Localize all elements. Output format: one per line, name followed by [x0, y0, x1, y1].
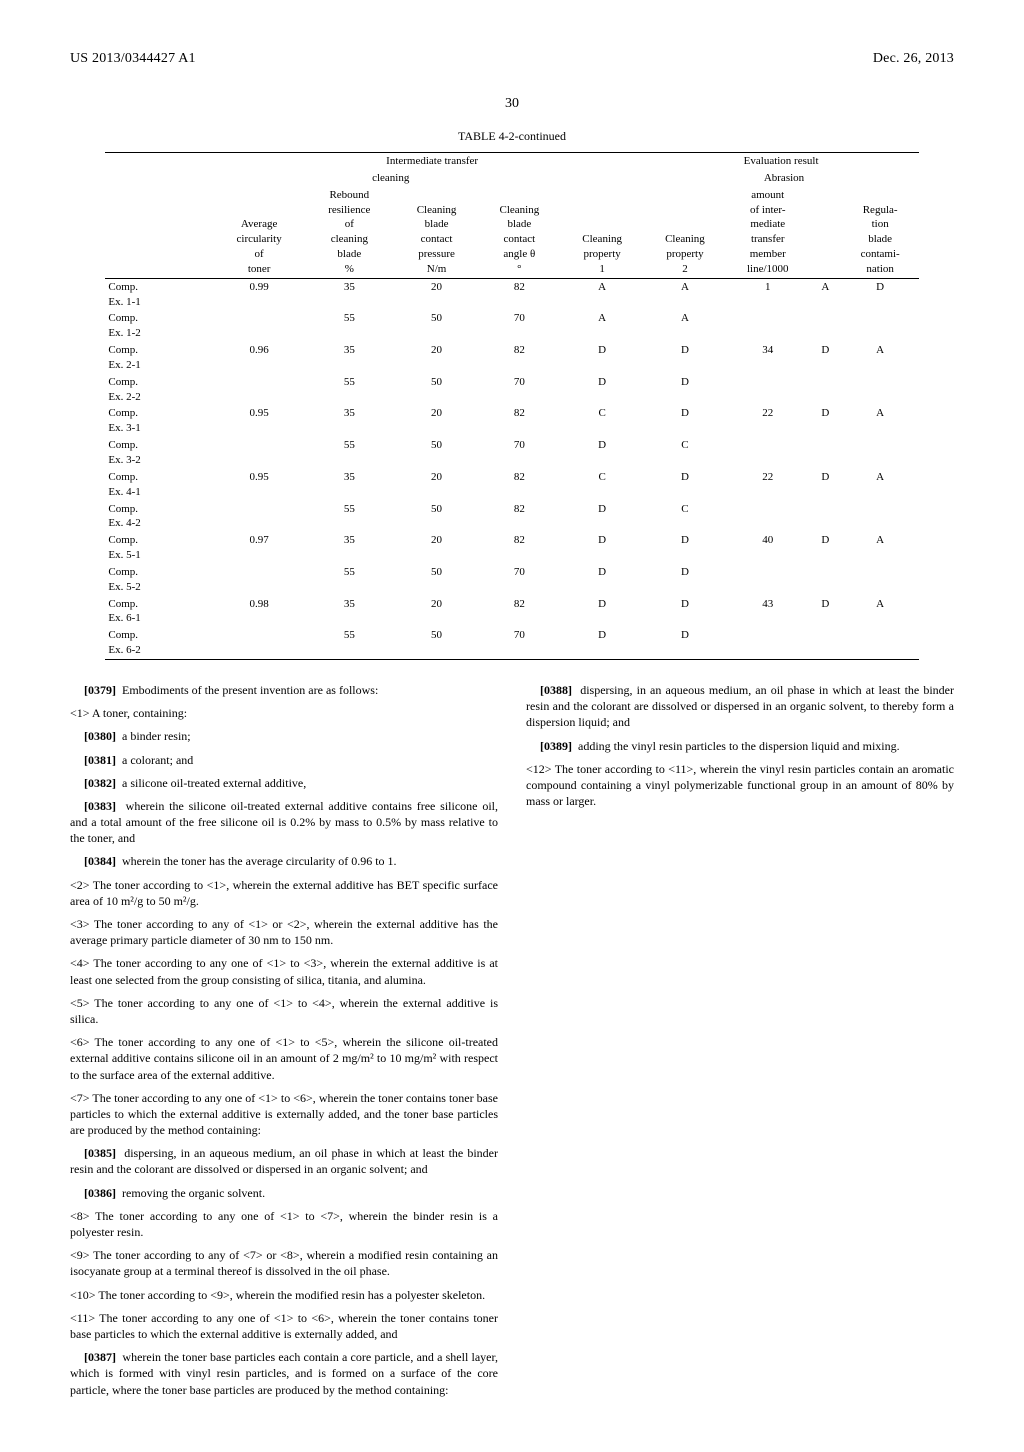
- table-row: Comp.Ex. 2-10.96352082DD34DA: [105, 342, 918, 374]
- para-0381: [0381] a colorant; and: [70, 752, 498, 768]
- claim-8: <8> The toner according to any one of <1…: [70, 1208, 498, 1240]
- hdr-intermediate: Intermediate transfer: [303, 152, 560, 169]
- col-clean2: Cleaningproperty2: [644, 187, 727, 279]
- para-0385: [0385] dispersing, in an aqueous medium,…: [70, 1145, 498, 1177]
- claim-4: <4> The toner according to any one of <1…: [70, 955, 498, 987]
- table-4-2: TABLE 4-2-continued Intermediate transfe…: [105, 128, 918, 660]
- col-pressure: CleaningbladecontactpressureN/m: [395, 187, 478, 279]
- table-row: Comp.Ex. 4-10.95352082CD22DA: [105, 469, 918, 501]
- claim-3: <3> The toner according to any of <1> or…: [70, 916, 498, 948]
- claim-7: <7> The toner according to any one of <1…: [70, 1090, 498, 1139]
- claim-11: <11> The toner according to any one of <…: [70, 1310, 498, 1342]
- para-0379: [0379] Embodiments of the present invent…: [70, 682, 498, 698]
- col-regulation: Regula-tionbladecontami-nation: [842, 187, 919, 279]
- claim-10: <10> The toner according to <9>, wherein…: [70, 1287, 498, 1303]
- table-row: Comp.Ex. 5-10.97352082DD40DA: [105, 532, 918, 564]
- hdr-evaluation: Evaluation result: [644, 152, 919, 169]
- hdr-abrasion: Abrasion: [726, 170, 841, 187]
- para-0387: [0387] wherein the toner base particles …: [70, 1349, 498, 1398]
- table-row: Comp.Ex. 2-2555070DD: [105, 374, 918, 406]
- table-row: Comp.Ex. 4-2555082DC: [105, 501, 918, 533]
- body-text: [0379] Embodiments of the present invent…: [70, 682, 954, 1412]
- col-rowlabel: [105, 187, 214, 279]
- col-rebound: Reboundresilienceofcleaningblade%: [303, 187, 395, 279]
- claim-9: <9> The toner according to any of <7> or…: [70, 1247, 498, 1279]
- table-row: Comp.Ex. 3-10.95352082CD22DA: [105, 405, 918, 437]
- claim-12: <12> The toner according to <11>, wherei…: [526, 761, 954, 810]
- claim-6: <6> The toner according to any one of <1…: [70, 1034, 498, 1083]
- table-title: TABLE 4-2-continued: [105, 128, 918, 144]
- para-0382: [0382] a silicone oil-treated external a…: [70, 775, 498, 791]
- claim-1: <1> A toner, containing:: [70, 705, 498, 721]
- col-clean1: Cleaningproperty1: [561, 187, 644, 279]
- table-row: Comp.Ex. 6-2555070DD: [105, 627, 918, 659]
- data-table: Intermediate transfer Evaluation result …: [105, 152, 918, 660]
- col-circ: Averagecircularityoftoner: [215, 187, 304, 279]
- col-angle: Cleaningbladecontactangle θ°: [478, 187, 561, 279]
- table-row: Comp.Ex. 1-10.99352082AA1AD: [105, 278, 918, 310]
- claim-2: <2> The toner according to <1>, wherein …: [70, 877, 498, 909]
- para-0383: [0383] wherein the silicone oil-treated …: [70, 798, 498, 847]
- hdr-cleaning: cleaning: [303, 170, 477, 187]
- doc-date: Dec. 26, 2013: [873, 50, 954, 69]
- para-0384: [0384] wherein the toner has the average…: [70, 853, 498, 869]
- doc-id: US 2013/0344427 A1: [70, 50, 196, 69]
- para-0388: [0388] dispersing, in an aqueous medium,…: [526, 682, 954, 731]
- para-0380: [0380] a binder resin;: [70, 728, 498, 744]
- col-abr-amt: amountof inter-mediatetransfermemberline…: [726, 187, 809, 279]
- table-row: Comp.Ex. 1-2555070AA: [105, 310, 918, 342]
- table-row: Comp.Ex. 5-2555070DD: [105, 564, 918, 596]
- table-row: Comp.Ex. 3-2555070DC: [105, 437, 918, 469]
- claim-5: <5> The toner according to any one of <1…: [70, 995, 498, 1027]
- table-row: Comp.Ex. 6-10.98352082DD43DA: [105, 596, 918, 628]
- para-0389: [0389] adding the vinyl resin particles …: [526, 738, 954, 754]
- page-header: US 2013/0344427 A1 Dec. 26, 2013: [70, 50, 954, 69]
- page-number: 30: [70, 95, 954, 114]
- para-0386: [0386] removing the organic solvent.: [70, 1185, 498, 1201]
- col-abr-grade: [809, 187, 842, 279]
